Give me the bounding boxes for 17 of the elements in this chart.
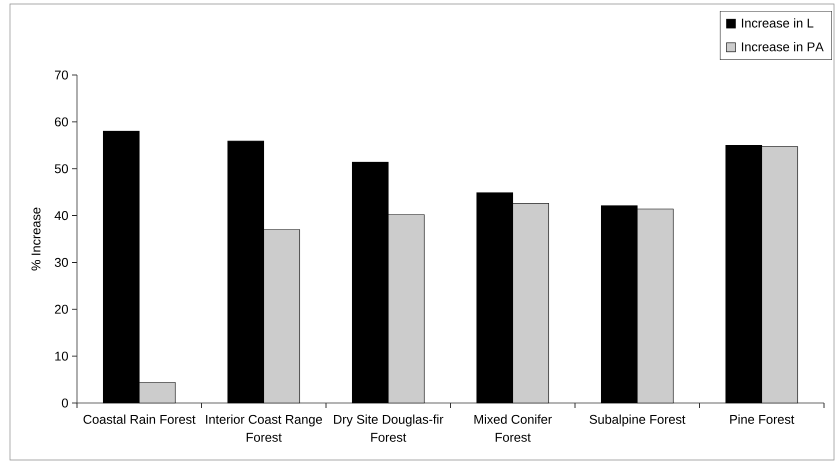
- y-tick-label: 70: [54, 70, 68, 80]
- y-tick-label: 60: [54, 117, 68, 126]
- x-tick-label: Pine Forest: [730, 414, 794, 424]
- y-tick-label: 10: [55, 352, 68, 361]
- legend-label: Increase in L: [742, 18, 814, 28]
- legend-label: Increase in PA: [742, 42, 824, 52]
- x-tick-label: Coastal Rain Forest: [84, 414, 196, 424]
- y-axis-title: % Increase: [32, 208, 40, 270]
- x-tick-label: Subalpine Forest: [590, 414, 686, 426]
- x-tick-label: Mixed Conifer Forest: [474, 414, 552, 442]
- y-tick-label: 50: [54, 164, 68, 174]
- x-tick-label: Dry Site Douglas-fir Forest: [334, 414, 444, 442]
- x-tick-label: Interior Coast Range Forest: [206, 414, 322, 442]
- y-tick-label: 20: [54, 304, 68, 314]
- y-tick-label: 30: [54, 258, 68, 267]
- y-tick-label: 0: [62, 398, 68, 408]
- y-tick-label: 40: [54, 211, 68, 220]
